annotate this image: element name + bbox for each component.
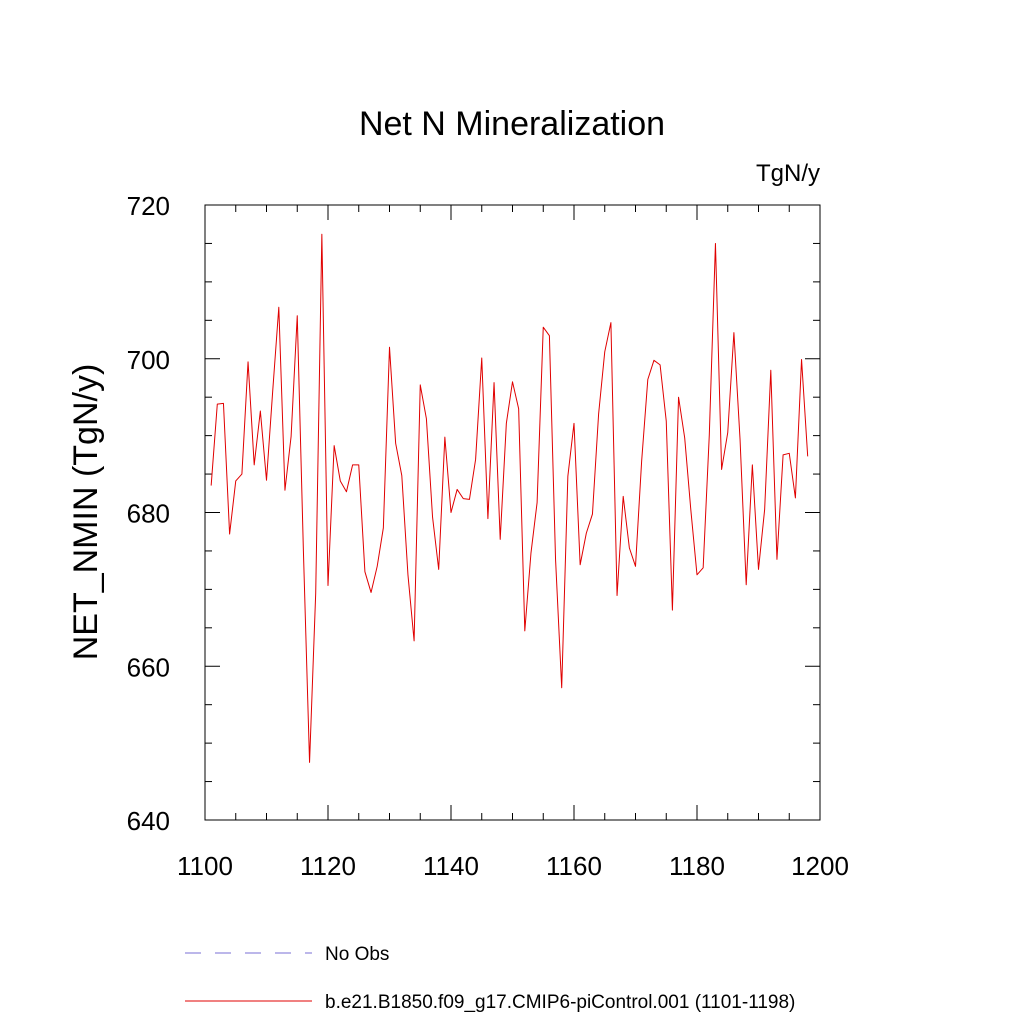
y-tick-label: 700: [127, 345, 170, 375]
y-axis-ticks: 640 660 680 700 720: [127, 191, 820, 836]
y-tick-label: 720: [127, 191, 170, 221]
y-tick-label: 680: [127, 499, 170, 529]
x-tick-label: 1180: [669, 851, 725, 881]
units-label: TgN/y: [756, 160, 820, 187]
x-tick-label: 1100: [177, 851, 233, 881]
y-axis-label: NET_NMIN (TgN/y): [67, 364, 105, 661]
x-tick-label: 1200: [791, 851, 849, 881]
legend-label-model: b.e21.B1850.f09_g17.CMIP6-piControl.001 …: [325, 992, 795, 1013]
legend-label-no-obs: No Obs: [325, 944, 389, 965]
x-tick-label: 1140: [423, 851, 479, 881]
y-tick-label: 640: [127, 806, 170, 836]
y-tick-label: 660: [127, 652, 170, 682]
plot-frame: [204, 204, 821, 821]
chart-title: Net N Mineralization: [359, 105, 665, 143]
x-tick-label: 1120: [300, 851, 356, 881]
x-tick-label: 1160: [546, 851, 602, 881]
x-axis-ticks: 1100 1120 1140 1160 1180 1200: [177, 205, 849, 881]
series-layer: [210, 233, 809, 763]
series-line-1: [210, 233, 809, 763]
